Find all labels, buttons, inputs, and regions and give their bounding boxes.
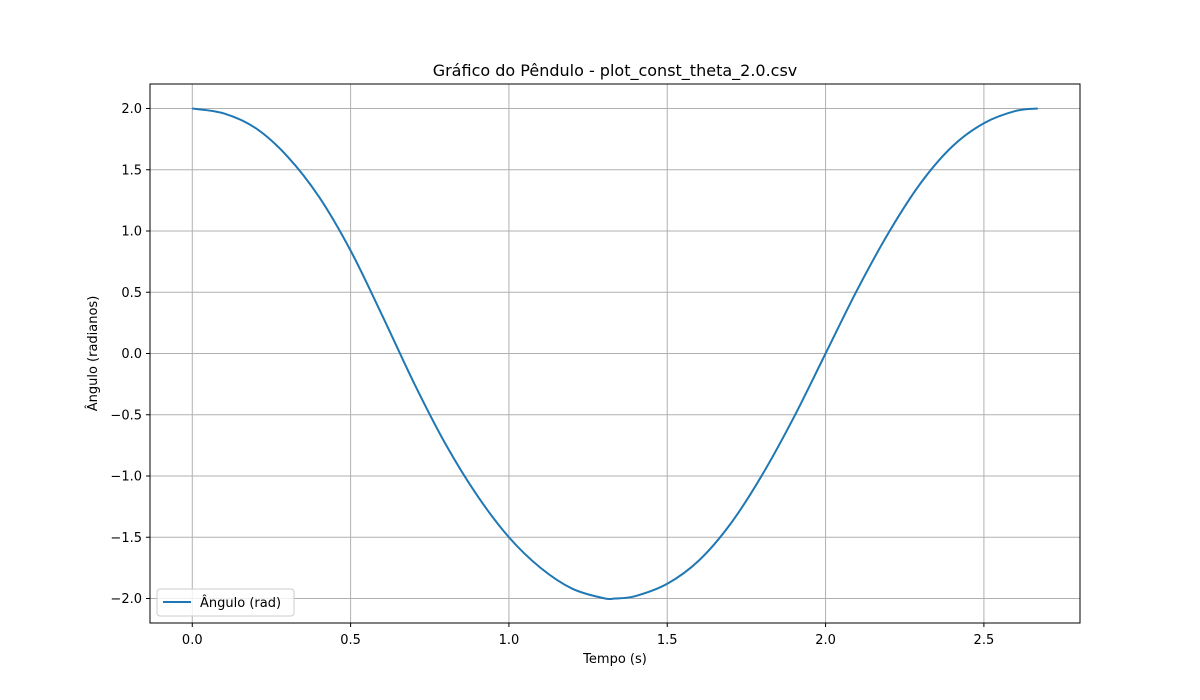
x-axis: 0.0 0.5 1.0 1.5 2.0 2.5 xyxy=(182,623,994,648)
x-tick-label: 0.0 xyxy=(182,633,203,648)
x-tick-label: 2.5 xyxy=(974,633,995,648)
x-tick-label: 0.5 xyxy=(340,633,361,648)
y-tick-label: 2.0 xyxy=(121,102,142,117)
grid xyxy=(150,84,1080,623)
y-tick-label: 0.5 xyxy=(121,286,142,301)
y-tick-label: 1.0 xyxy=(121,225,142,240)
y-tick-label: 1.5 xyxy=(121,163,142,178)
series-line xyxy=(192,107,1038,601)
y-tick-label: −1.0 xyxy=(110,470,142,485)
x-tick-label: 2.0 xyxy=(815,633,836,648)
x-tick-label: 1.5 xyxy=(657,633,678,648)
x-axis-label: Tempo (s) xyxy=(582,652,647,667)
chart-title: Gráfico do Pêndulo - plot_const_theta_2.… xyxy=(433,61,798,81)
legend-label: Ângulo (rad) xyxy=(200,595,281,611)
x-tick-label: 1.0 xyxy=(499,633,520,648)
legend-box xyxy=(156,588,295,617)
y-tick-label: −1.5 xyxy=(110,531,142,546)
y-axis-label: Ângulo (radianos) xyxy=(85,296,101,412)
y-tick-label: −2.0 xyxy=(110,592,142,607)
y-tick-label: −0.5 xyxy=(110,408,142,423)
y-tick-label: 0.0 xyxy=(121,347,142,362)
legend: Ângulo (rad) xyxy=(156,588,295,617)
series-layer xyxy=(192,107,1038,601)
y-axis: 2.0 1.5 1.0 0.5 0.0 −0.5 −1.0 −1.5 −2.0 xyxy=(110,102,150,607)
